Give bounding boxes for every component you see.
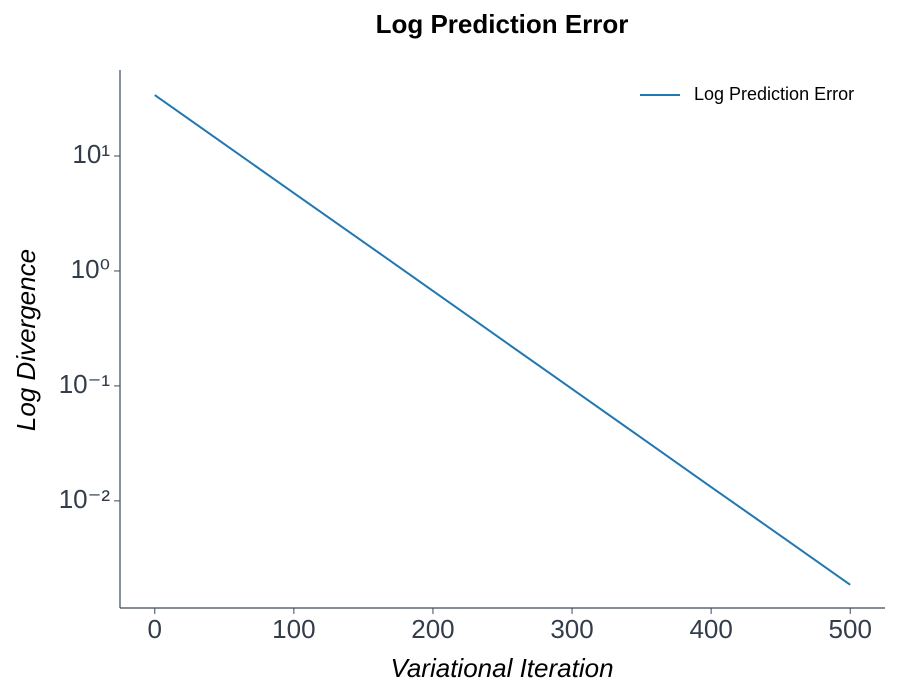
chart-title: Log Prediction Error	[376, 9, 629, 39]
x-tick-label: 100	[272, 614, 315, 644]
y-axis-label: Log Divergence	[11, 249, 41, 431]
y-tick-label: 10⁻²	[59, 484, 111, 514]
data-line	[154, 94, 851, 586]
x-tick-label: 200	[411, 614, 454, 644]
x-axis-label: Variational Iteration	[390, 653, 613, 683]
x-tick-label: 400	[689, 614, 732, 644]
y-tick-label: 10⁰	[71, 254, 110, 284]
legend-label: Log Prediction Error	[694, 84, 854, 104]
x-tick-label: 0	[148, 614, 162, 644]
y-tick-label: 10⁻¹	[59, 369, 111, 399]
y-tick-label: 10¹	[72, 139, 110, 169]
x-tick-label: 500	[829, 614, 872, 644]
x-tick-label: 300	[550, 614, 593, 644]
